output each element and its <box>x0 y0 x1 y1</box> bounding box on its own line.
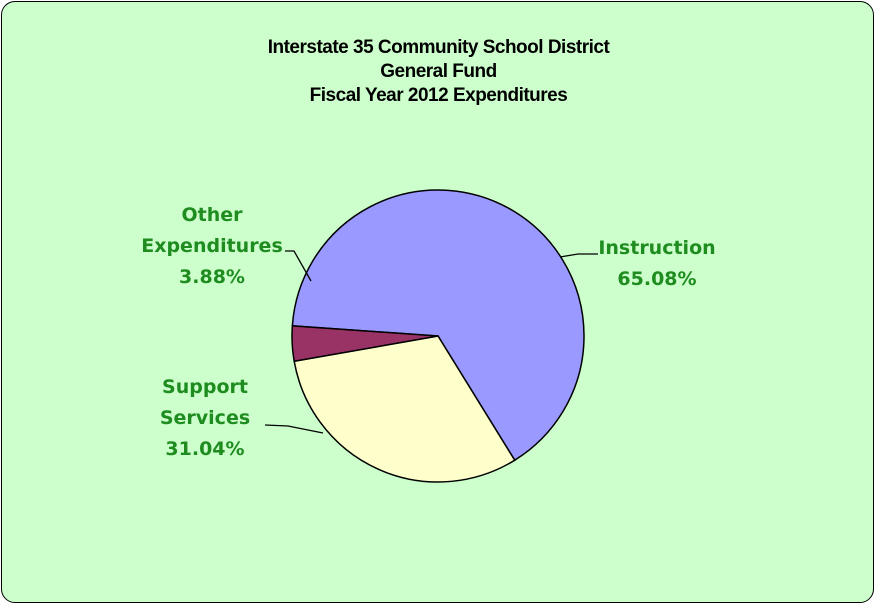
pie-slice-instruction <box>291 189 585 462</box>
pie-slice-other-expenditures <box>291 325 439 363</box>
slice-label-other-expenditures-percent: 3.88% <box>179 266 245 288</box>
slice-label-other-expenditures-name-2: Expenditures <box>141 235 283 257</box>
pie-slice-support-services <box>293 335 516 483</box>
leader-line-other-expenditures <box>285 250 312 282</box>
slice-label-support-services-percent: 31.04% <box>165 438 245 460</box>
leader-line-instruction <box>559 253 598 258</box>
slice-label-instruction-percent: 65.08% <box>617 268 697 290</box>
slice-label-instruction: Instruction 65.08% <box>582 233 732 295</box>
slice-label-other-expenditures-name-1: Other <box>181 204 243 226</box>
chart-title: Interstate 35 Community School District … <box>0 36 877 108</box>
slice-label-support-services: Support Services 31.04% <box>130 372 280 465</box>
leader-line-support-services <box>264 424 324 434</box>
slice-label-instruction-name: Instruction <box>598 237 716 259</box>
slice-label-other-expenditures: Other Expenditures 3.88% <box>132 200 292 293</box>
slice-label-support-services-name-2: Services <box>159 407 251 429</box>
chart-title-line-2: General Fund <box>380 61 497 82</box>
chart-title-line-1: Interstate 35 Community School District <box>267 37 610 58</box>
chart-title-line-3: Fiscal Year 2012 Expenditures <box>309 85 568 106</box>
slice-label-support-services-name-1: Support <box>162 376 248 398</box>
